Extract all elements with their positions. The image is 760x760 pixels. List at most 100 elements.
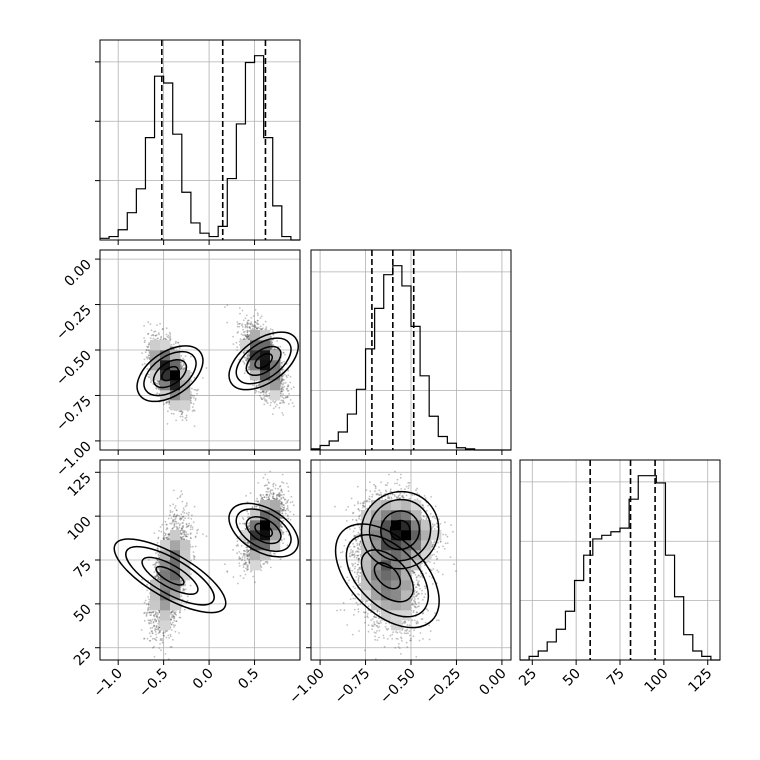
scatter-point xyxy=(279,380,282,383)
scatter-point xyxy=(168,400,171,403)
scatter-point xyxy=(276,340,278,342)
scatter-point xyxy=(287,385,290,388)
scatter-point xyxy=(278,406,281,409)
scatter-point xyxy=(163,337,166,340)
scatter-point xyxy=(238,358,241,361)
scatter-point xyxy=(255,384,258,387)
scatter-point xyxy=(262,390,265,393)
scatter-point xyxy=(189,391,192,393)
scatter-point xyxy=(271,329,274,331)
scatter-point xyxy=(281,386,283,388)
scatter-point xyxy=(246,326,249,329)
scatter-point xyxy=(283,385,286,388)
scatter-point xyxy=(281,375,283,378)
scatter-point xyxy=(247,319,249,322)
scatter-point xyxy=(270,343,273,345)
scatter-point xyxy=(190,371,193,374)
scatter-point xyxy=(259,317,262,319)
scatter-point xyxy=(248,326,251,329)
scatter-point xyxy=(240,324,243,327)
scatter-point xyxy=(257,323,260,325)
scatter-point xyxy=(247,354,250,356)
scatter-point xyxy=(235,341,238,344)
scatter-point xyxy=(274,405,277,408)
scatter-point xyxy=(156,392,159,394)
scatter-point xyxy=(178,347,181,350)
scatter-point xyxy=(226,321,229,324)
scatter-point xyxy=(243,352,246,354)
panel-frame xyxy=(99,39,301,241)
scatter-point xyxy=(265,390,268,393)
scatter-point xyxy=(155,382,158,385)
scatter-point xyxy=(278,402,281,405)
scatter-point xyxy=(259,394,261,397)
scatter-point xyxy=(143,341,146,344)
scatter-point xyxy=(158,383,161,386)
scatter-point xyxy=(147,356,150,358)
scatter-point xyxy=(283,373,286,376)
scatter-point xyxy=(260,398,263,401)
scatter-point xyxy=(248,338,251,341)
scatter-point xyxy=(238,325,241,328)
scatter-point xyxy=(259,391,262,394)
scatter-point xyxy=(281,382,283,385)
scatter-point xyxy=(290,388,293,390)
scatter-point xyxy=(244,335,247,337)
scatter-point xyxy=(246,335,249,338)
scatter-point xyxy=(245,336,248,338)
scatter-point xyxy=(146,345,149,348)
scatter-point xyxy=(276,348,279,351)
scatter-point xyxy=(226,304,229,306)
scatter-point xyxy=(254,321,256,323)
scatter-point xyxy=(243,330,246,333)
scatter-point xyxy=(247,335,250,338)
scatter-point xyxy=(280,379,283,382)
scatter-point xyxy=(269,404,272,407)
scatter-point xyxy=(281,375,284,378)
scatter-point xyxy=(167,399,170,402)
scatter-point xyxy=(181,415,184,418)
scatter-point xyxy=(245,335,248,338)
scatter-point xyxy=(280,399,283,402)
scatter-point xyxy=(158,382,161,385)
histogram-step xyxy=(311,265,511,451)
scatter-point xyxy=(292,405,295,408)
scatter-point xyxy=(146,357,149,360)
scatter-point xyxy=(282,400,285,403)
scatter-point xyxy=(250,322,253,325)
scatter-point xyxy=(194,397,197,400)
scatter-point xyxy=(158,381,161,384)
scatter-point xyxy=(150,329,153,332)
scatter-point xyxy=(265,390,268,393)
scatter-point xyxy=(246,322,249,325)
scatter-point xyxy=(192,409,195,411)
scatter-point xyxy=(281,377,283,380)
scatter-point xyxy=(180,367,182,370)
scatter-point xyxy=(246,354,249,357)
scatter-point xyxy=(249,327,252,330)
scatter-point xyxy=(160,337,162,339)
scatter-point xyxy=(158,381,160,384)
scatter-point xyxy=(180,410,182,413)
histogram-step xyxy=(520,475,720,661)
scatter-point xyxy=(270,344,273,346)
scatter-point xyxy=(263,395,266,398)
scatter-point xyxy=(158,383,161,385)
scatter-point xyxy=(287,384,290,387)
scatter-point xyxy=(279,395,282,397)
scatter-point xyxy=(158,388,161,391)
scatter-point xyxy=(143,337,146,339)
scatter-point xyxy=(148,350,151,352)
scatter-point xyxy=(180,366,183,369)
scatter-point xyxy=(241,326,244,328)
scatter-point xyxy=(280,387,283,390)
scatter-point xyxy=(197,388,199,391)
scatter-point xyxy=(239,312,241,315)
scatter-point xyxy=(288,393,290,395)
scatter-point xyxy=(280,392,282,395)
scatter-point xyxy=(280,380,283,383)
scatter-point xyxy=(272,400,274,403)
scatter-point xyxy=(182,367,185,369)
scatter-point xyxy=(243,337,246,340)
scatter-point xyxy=(180,354,183,357)
